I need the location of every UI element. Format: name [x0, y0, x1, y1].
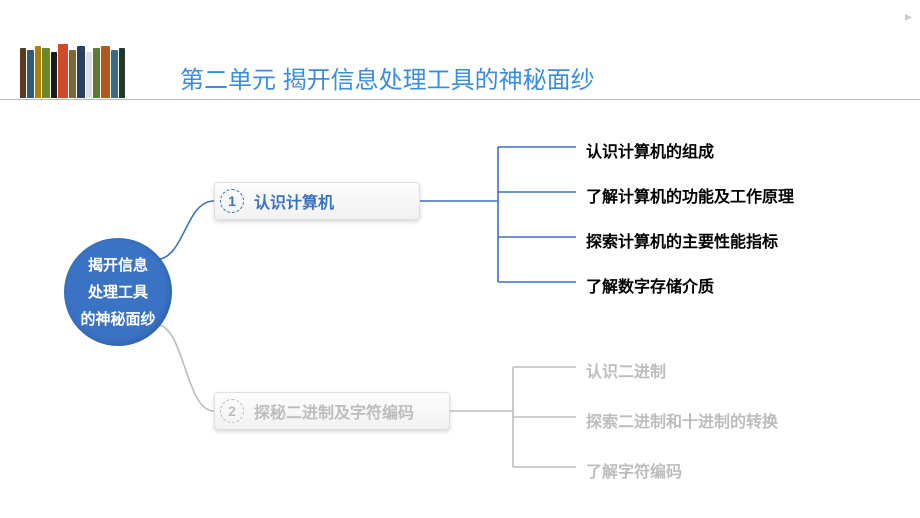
root-line: 揭开信息 — [88, 252, 148, 279]
branch-label: 探秘二进制及字符编码 — [254, 399, 414, 423]
branch-node: 1 认识计算机 — [214, 182, 420, 220]
leaf-item: 探索二进制和十进制的转换 — [586, 408, 778, 432]
root-line: 的神秘面纱 — [80, 306, 155, 333]
leaf-item: 了解数字存储介质 — [586, 273, 714, 297]
root-node: 揭开信息处理工具的神秘面纱 — [64, 238, 172, 346]
corner-arrow-icon: ▸ — [905, 8, 912, 25]
leaf-item: 探索计算机的主要性能指标 — [586, 228, 778, 252]
leaf-item: 认识计算机的组成 — [586, 138, 714, 162]
branch-label: 认识计算机 — [254, 189, 334, 213]
leaf-item: 认识二进制 — [586, 358, 666, 382]
leaf-item: 了解计算机的功能及工作原理 — [586, 183, 794, 207]
branch-number: 2 — [220, 399, 244, 423]
page-title: 第二单元 揭开信息处理工具的神秘面纱 — [180, 60, 595, 95]
leaf-item: 了解字符编码 — [586, 458, 682, 482]
root-line: 处理工具 — [88, 279, 148, 306]
branch-number: 1 — [220, 189, 244, 213]
branch-node: 2 探秘二进制及字符编码 — [214, 392, 450, 430]
